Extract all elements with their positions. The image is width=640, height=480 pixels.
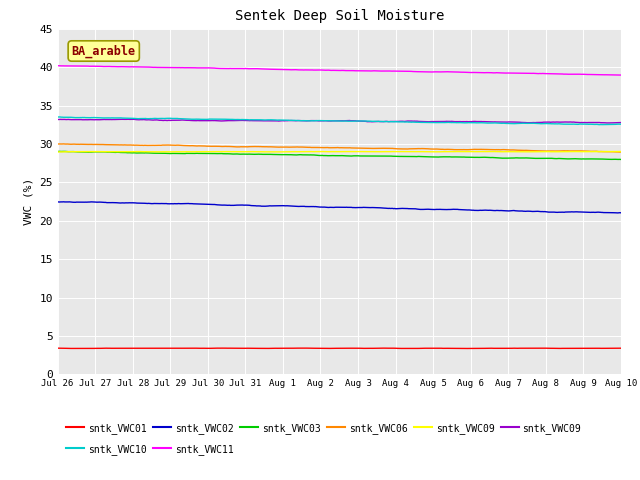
sntk_VWC09 [54, 117, 61, 122]
sntk_VWC09 [572, 149, 580, 155]
sntk_VWC02 [60, 199, 68, 204]
sntk_VWC06 [210, 144, 218, 149]
Y-axis label: VWC (%): VWC (%) [24, 178, 34, 225]
sntk_VWC10 [65, 114, 72, 120]
sntk_VWC02 [425, 206, 433, 212]
sntk_VWC02 [54, 199, 61, 205]
sntk_VWC11 [64, 63, 72, 69]
sntk_VWC11 [54, 63, 61, 69]
sntk_VWC09 [64, 117, 72, 122]
sntk_VWC11 [614, 72, 621, 78]
Text: BA_arable: BA_arable [72, 44, 136, 58]
sntk_VWC03 [123, 150, 131, 156]
sntk_VWC10 [596, 122, 604, 128]
sntk_VWC03 [425, 154, 433, 160]
sntk_VWC03 [56, 148, 64, 154]
sntk_VWC10 [54, 114, 61, 120]
sntk_VWC11 [424, 69, 432, 75]
sntk_VWC03 [54, 148, 61, 154]
Line: sntk_VWC02: sntk_VWC02 [58, 202, 621, 213]
sntk_VWC09 [54, 149, 61, 155]
sntk_VWC02 [408, 206, 416, 212]
sntk_VWC11 [617, 72, 625, 78]
sntk_VWC11 [122, 64, 129, 70]
sntk_VWC09 [64, 149, 72, 155]
sntk_VWC06 [616, 149, 624, 155]
sntk_VWC02 [180, 201, 188, 206]
sntk_VWC06 [123, 142, 131, 148]
sntk_VWC11 [408, 69, 415, 74]
sntk_VWC03 [210, 151, 218, 156]
sntk_VWC01 [617, 345, 625, 351]
sntk_VWC01 [64, 346, 72, 351]
Legend: sntk_VWC10, sntk_VWC11: sntk_VWC10, sntk_VWC11 [63, 440, 237, 458]
sntk_VWC03 [408, 154, 416, 159]
sntk_VWC06 [180, 143, 188, 148]
sntk_VWC01 [472, 346, 480, 351]
sntk_VWC01 [122, 346, 129, 351]
sntk_VWC02 [617, 210, 625, 216]
sntk_VWC02 [123, 200, 131, 206]
sntk_VWC09 [122, 117, 129, 122]
sntk_VWC10 [425, 120, 433, 125]
sntk_VWC09 [124, 116, 132, 122]
Line: sntk_VWC10: sntk_VWC10 [58, 117, 621, 125]
sntk_VWC06 [60, 141, 67, 147]
sntk_VWC11 [179, 65, 187, 71]
sntk_VWC02 [210, 202, 218, 207]
sntk_VWC06 [408, 146, 416, 152]
Line: sntk_VWC03: sntk_VWC03 [58, 151, 621, 159]
sntk_VWC09 [209, 149, 216, 155]
Line: sntk_VWC06: sntk_VWC06 [58, 144, 621, 152]
sntk_VWC09 [424, 149, 432, 155]
sntk_VWC09 [408, 149, 415, 155]
sntk_VWC02 [614, 210, 621, 216]
sntk_VWC09 [179, 149, 187, 155]
sntk_VWC01 [408, 346, 415, 351]
Title: Sentek Deep Soil Moisture: Sentek Deep Soil Moisture [234, 10, 444, 24]
sntk_VWC09 [617, 120, 625, 125]
sntk_VWC10 [408, 119, 416, 125]
sntk_VWC06 [54, 141, 61, 147]
sntk_VWC01 [534, 345, 542, 351]
sntk_VWC09 [408, 118, 416, 124]
sntk_VWC01 [179, 345, 187, 351]
sntk_VWC10 [617, 121, 625, 127]
sntk_VWC10 [123, 115, 131, 121]
sntk_VWC09 [425, 119, 433, 125]
sntk_VWC01 [54, 345, 61, 351]
sntk_VWC11 [209, 65, 216, 71]
sntk_VWC06 [65, 141, 72, 147]
sntk_VWC09 [180, 117, 188, 123]
sntk_VWC09 [604, 120, 612, 126]
sntk_VWC06 [617, 149, 625, 155]
sntk_VWC09 [617, 149, 625, 155]
sntk_VWC10 [210, 116, 218, 122]
sntk_VWC09 [122, 149, 129, 155]
sntk_VWC03 [65, 149, 72, 155]
sntk_VWC03 [617, 156, 625, 162]
sntk_VWC03 [180, 151, 188, 156]
sntk_VWC06 [425, 146, 433, 152]
Line: sntk_VWC09: sntk_VWC09 [58, 119, 621, 123]
Line: sntk_VWC11: sntk_VWC11 [58, 66, 621, 75]
sntk_VWC10 [180, 116, 188, 121]
sntk_VWC09 [210, 118, 218, 123]
sntk_VWC10 [54, 114, 62, 120]
sntk_VWC01 [424, 346, 432, 351]
sntk_VWC02 [65, 199, 72, 205]
sntk_VWC01 [209, 346, 216, 351]
